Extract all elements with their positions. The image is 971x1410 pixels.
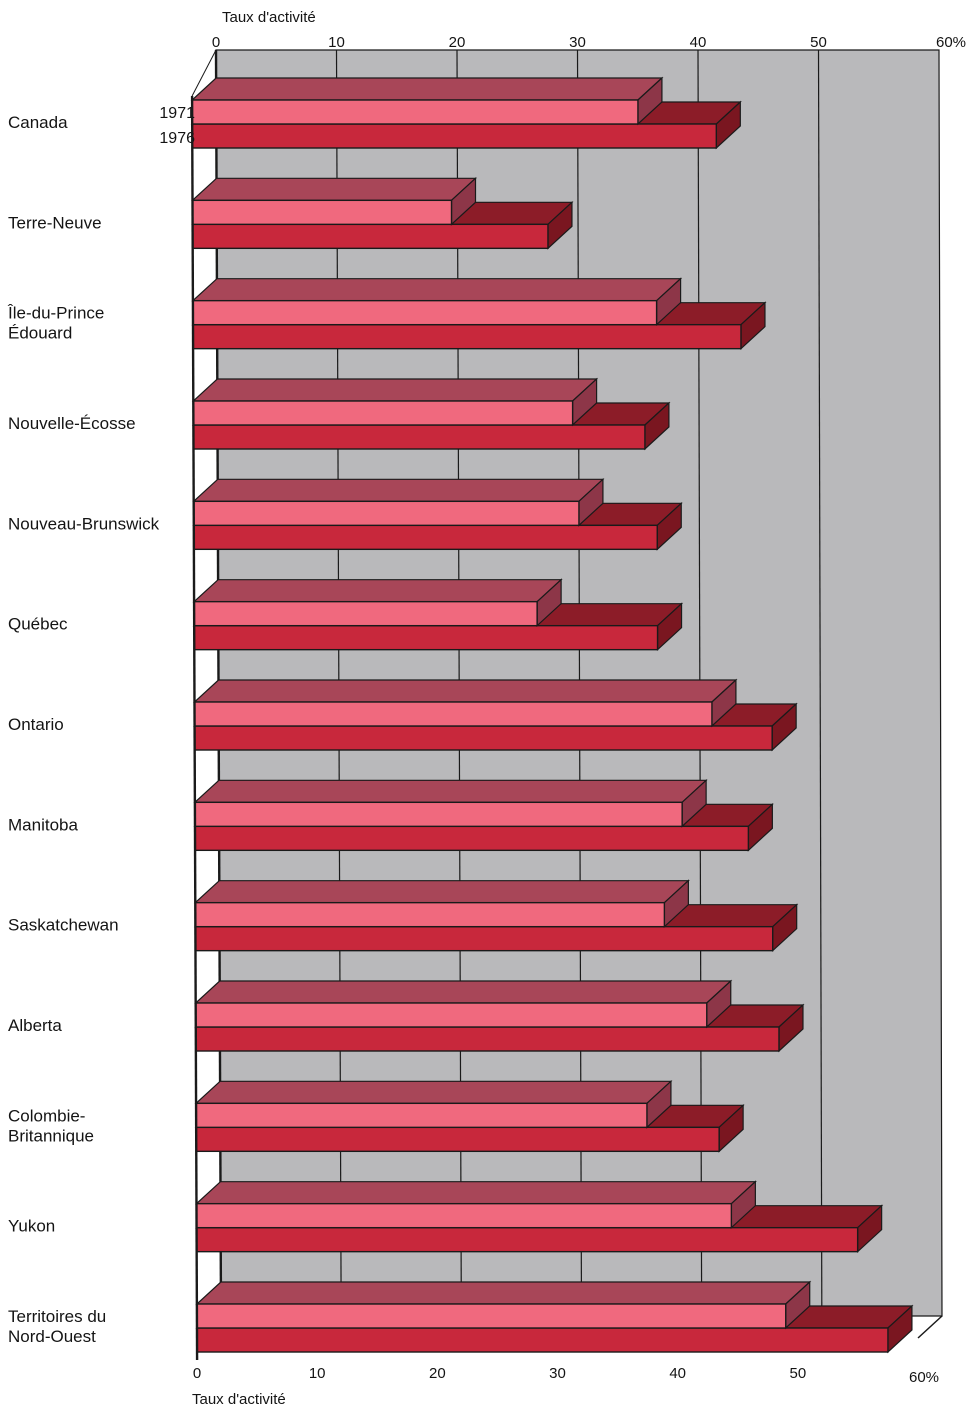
category-label-terre-neuve: Terre-Neuve (8, 213, 102, 232)
category-label-line: Colombie- (8, 1106, 85, 1125)
category-label-line: Yukon (8, 1217, 55, 1236)
bar-top-1971-4 (192, 478, 605, 502)
bar-1971-6 (193, 701, 713, 727)
category-label-line: Nord-Ouest (8, 1327, 96, 1346)
x-tick-label-bottom: 40 (669, 1365, 686, 1382)
category-label-line: Saskatchewan (8, 916, 119, 935)
bar-1976-4 (193, 524, 658, 551)
floor-edge-line (917, 1315, 943, 1339)
bar-top-1971-7 (193, 779, 708, 803)
bar-top-1971-12 (195, 1281, 812, 1305)
category-label-line: Canada (8, 113, 68, 132)
x-tick-label-top: 30 (569, 34, 586, 51)
category-label-colombie-britannique: Colombie-Britannique (8, 1106, 94, 1145)
bars (190, 76, 914, 1354)
category-label-line: Nouvelle-Écosse (8, 414, 136, 433)
x-tick-label-bottom: 60% (909, 1369, 939, 1386)
bar-top-1971-3 (191, 378, 599, 402)
x-tick-label-top: 40 (690, 34, 707, 51)
category-label-line: Québec (8, 615, 68, 634)
bar-1976-7 (194, 825, 750, 852)
category-label-ile-du-prince-edouard: Île-du-Prince Édouard (7, 304, 104, 343)
bar-1971-11 (195, 1202, 733, 1229)
bar-1976-9 (195, 1026, 780, 1052)
category-label-line: Nouveau-Brunswick (8, 514, 160, 533)
category-label-alberta: Alberta (8, 1016, 62, 1035)
category-label-line: Manitoba (8, 815, 78, 834)
bar-1971-7 (194, 801, 683, 828)
bar-top-1971-9 (194, 980, 733, 1004)
bar-1976-6 (193, 725, 773, 751)
bar-1971-1 (191, 199, 453, 226)
category-label-territoires-du-nord-ouest: Territoires du Nord-Ouest (8, 1307, 106, 1346)
bar-1976-12 (196, 1327, 889, 1353)
category-label-yukon: Yukon (8, 1217, 55, 1236)
x-tick-label-bottom: 30 (549, 1365, 566, 1382)
bar-top-1971-8 (193, 880, 690, 904)
category-label-line: Terre-Neuve (8, 213, 102, 232)
x-tick-label-bottom: 0 (193, 1365, 201, 1382)
x-axis-title-top: Taux d'activité (222, 9, 316, 26)
x-tick-label-top: 20 (449, 34, 466, 51)
x-tick-label-top: 60% (936, 34, 966, 51)
bar-top-1971-10 (194, 1080, 673, 1104)
category-label-nouvelle-ecosse: Nouvelle-Écosse (8, 414, 136, 433)
x-tick-label-top: 0 (212, 34, 220, 51)
x-tick-label-top: 10 (328, 34, 345, 51)
bar-top-1971-5 (192, 579, 563, 603)
grid-line (817, 49, 823, 1317)
bar-1971-4 (192, 500, 580, 527)
bar-top-1971-2 (191, 278, 683, 302)
category-labels: Canada 1971 1976 Terre-Neuve Île-du-Prince Éd… (7, 105, 195, 1346)
legend-label-1976: 1976 (159, 130, 195, 147)
bar-1976-3 (192, 424, 646, 450)
category-label-line: Édouard (8, 324, 72, 343)
category-label-quebec: Québec (8, 615, 68, 634)
x-tick-label-bottom: 50 (789, 1365, 806, 1382)
x-tick-label-top: 50 (810, 34, 827, 51)
category-label-manitoba: Manitoba (8, 815, 78, 834)
bar-1976-5 (193, 624, 659, 651)
bar-1971-12 (196, 1303, 787, 1329)
category-label-ontario: Ontario (8, 715, 64, 734)
category-label-canada: Canada (8, 113, 68, 132)
bar-top-1971-1 (190, 177, 478, 201)
category-label-line: Britannique (8, 1126, 94, 1145)
bar-1971-2 (192, 299, 658, 326)
legend-label-1971: 1971 (159, 105, 195, 122)
category-label-line: Territoires du (8, 1307, 106, 1326)
bar-1976-1 (191, 223, 549, 250)
bar-1976-10 (195, 1126, 720, 1153)
bar-1971-3 (192, 400, 574, 426)
bar-1971-5 (193, 600, 538, 627)
bar-1971-9 (194, 1002, 708, 1028)
bar-top-1971-6 (192, 679, 738, 703)
x-axis-title-bottom: Taux d'activité (192, 1391, 286, 1408)
x-tick-label-bottom: 10 (309, 1365, 326, 1382)
category-label-line: Ontario (8, 715, 64, 734)
category-label-line: Alberta (8, 1016, 62, 1035)
bar-top-1971-0 (190, 77, 664, 101)
y-axis-connector (191, 49, 217, 97)
bar-1976-8 (194, 925, 774, 952)
bar-1976-0 (191, 123, 718, 149)
category-label-line: Île-du-Prince (7, 304, 104, 323)
bar-1976-11 (195, 1226, 859, 1253)
bar-1971-8 (194, 901, 666, 928)
x-tick-label-bottom: 20 (429, 1365, 446, 1382)
y-axis-front-line (190, 95, 199, 1361)
bar-1976-2 (192, 323, 742, 350)
bar-1971-10 (195, 1102, 648, 1129)
bar-1971-0 (191, 99, 639, 125)
category-label-saskatchewan: Saskatchewan (8, 916, 119, 935)
bar-top-1971-11 (194, 1181, 757, 1205)
category-label-nouveau-brunswick: Nouveau-Brunswick (8, 514, 160, 533)
